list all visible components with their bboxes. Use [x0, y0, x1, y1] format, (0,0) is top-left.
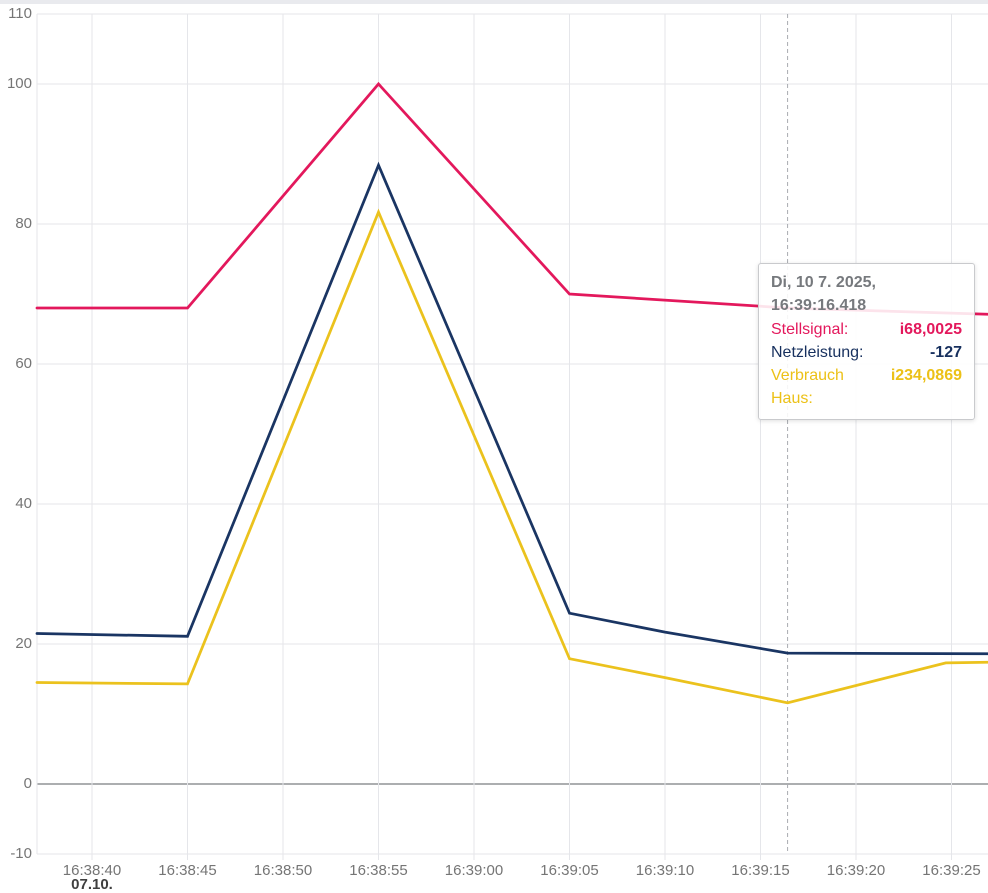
x-tick-label: 16:39:15 — [731, 862, 790, 879]
tooltip-value: i234,0869 — [890, 367, 962, 384]
y-tick-label: 110 — [8, 5, 32, 22]
y-tick-label: 80 — [15, 215, 32, 232]
x-tick-label: 16:38:45 — [158, 862, 217, 879]
tooltip-row-stellsignal: Stellsignal: i68,0025 — [771, 318, 962, 341]
x-tick-label: 16:39:20 — [826, 862, 886, 879]
tooltip-value: i68,0025 — [899, 321, 962, 338]
tooltip-timestamp: Di, 10 7. 2025, 16:39:16.418 — [771, 274, 876, 314]
y-tick-label: 100 — [6, 75, 32, 92]
series-line-verbrauch-haus — [35, 208, 988, 705]
x-tick-label: 16:39:10 — [635, 862, 695, 879]
tooltip-row-verbrauch-haus: Verbrauch Haus: i234,0869 — [771, 364, 962, 410]
tooltip-label: Stellsignal: — [771, 321, 849, 338]
tooltip-label: Netzleistung: — [771, 344, 864, 361]
x-axis-date-label: 07.10. — [71, 876, 113, 893]
x-tick-label: 16:39:00 — [444, 862, 504, 879]
series-line-netzleistung — [35, 161, 988, 656]
x-tick-label: 16:38:55 — [349, 862, 408, 879]
x-tick-label: 16:38:40 — [62, 862, 122, 879]
y-tick-label: 60 — [15, 355, 32, 372]
y-tick-label: 40 — [15, 495, 32, 512]
chart-tooltip: Di, 10 7. 2025, 16:39:16.418 Stellsignal… — [758, 263, 975, 420]
x-tick-label: 16:38:50 — [253, 862, 313, 879]
y-tick-label: 0 — [23, 775, 32, 792]
tooltip-row-netzleistung: Netzleistung: -127 — [771, 341, 962, 364]
y-tick-label: 20 — [15, 635, 32, 652]
tooltip-value: -127 — [929, 344, 962, 361]
x-tick-label: 16:39:05 — [540, 862, 599, 879]
panel-top-border — [0, 0, 988, 4]
tooltip-label: Verbrauch Haus: — [771, 367, 844, 407]
y-tick-label: -10 — [10, 845, 32, 862]
x-tick-label: 16:39:25 — [922, 862, 981, 879]
